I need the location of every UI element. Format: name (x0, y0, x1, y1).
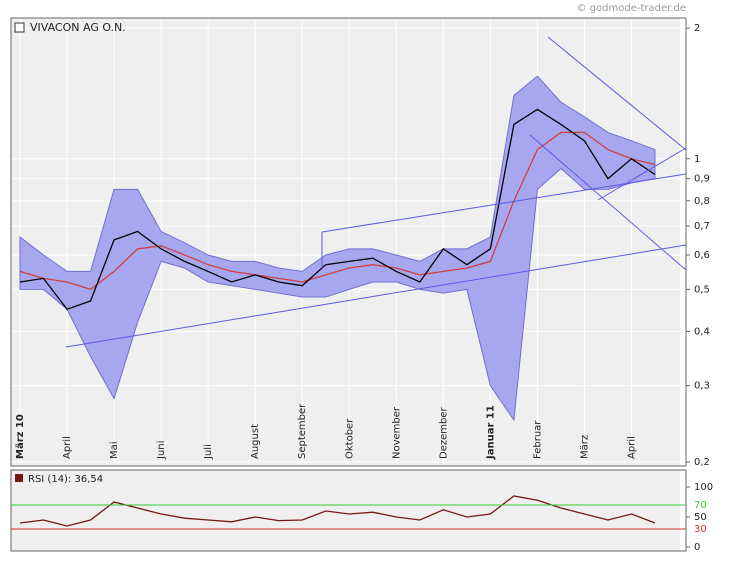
y-tick-label: 1 (694, 154, 700, 165)
series-line (19, 108, 656, 310)
x-tick-label: April (626, 436, 637, 459)
x-tick-label: Juli (203, 444, 214, 460)
chart-title: VIVACON AG O.N. (30, 21, 126, 34)
y-tick-label: 100 (694, 482, 713, 493)
legend-box (15, 474, 23, 482)
y-tick-label: 0,7 (694, 221, 710, 232)
y-tick-label: 50 (694, 512, 707, 523)
x-tick-label: Dezember (438, 407, 449, 459)
x-tick-label: Februar (532, 420, 543, 459)
trend-line (597, 147, 687, 201)
x-tick-label: März (579, 435, 590, 459)
y-tick-label: 0,4 (694, 326, 710, 337)
level-label: 70 (694, 500, 707, 511)
series-line (19, 131, 656, 291)
trend-line (65, 244, 687, 348)
x-tick-label: September (297, 403, 308, 459)
trend-line (529, 134, 687, 271)
rsi-title: RSI (14): 36,54 (28, 474, 103, 485)
layer: März 10 April Mai Juni Juli August September Ok… (11, 19, 680, 527)
y-tick-label: 0 (694, 542, 700, 553)
x-tick-label: Januar 11 (485, 405, 496, 460)
x-tick-label: Juni (156, 441, 167, 460)
source: © godmode-trader.de (577, 3, 687, 14)
x-tick-label: Oktober (344, 418, 355, 459)
y-tick-label: 0,2 (694, 457, 710, 468)
x-tick-label: April (62, 436, 73, 459)
y-tick-label: 0,5 (694, 284, 710, 295)
y-tick-label: 0,6 (694, 250, 710, 261)
x-tick-label: November (391, 406, 402, 459)
y-tick-label: 0,3 (694, 381, 710, 392)
trend-line (547, 36, 687, 151)
price-frame (10, 17, 687, 467)
x-tick-label: März 10 (15, 414, 26, 459)
rsi-frame (10, 469, 687, 552)
y-tick-label: 0,9 (694, 174, 710, 185)
y-tick-label: 0,8 (694, 196, 710, 207)
x-tick-label: Mai (109, 441, 120, 459)
rsi-plot (11, 470, 680, 551)
legend-box (14, 22, 25, 33)
x-tick-label: August (250, 424, 261, 459)
level-label: 30 (694, 524, 707, 535)
y-tick-label: 2 (694, 23, 700, 34)
